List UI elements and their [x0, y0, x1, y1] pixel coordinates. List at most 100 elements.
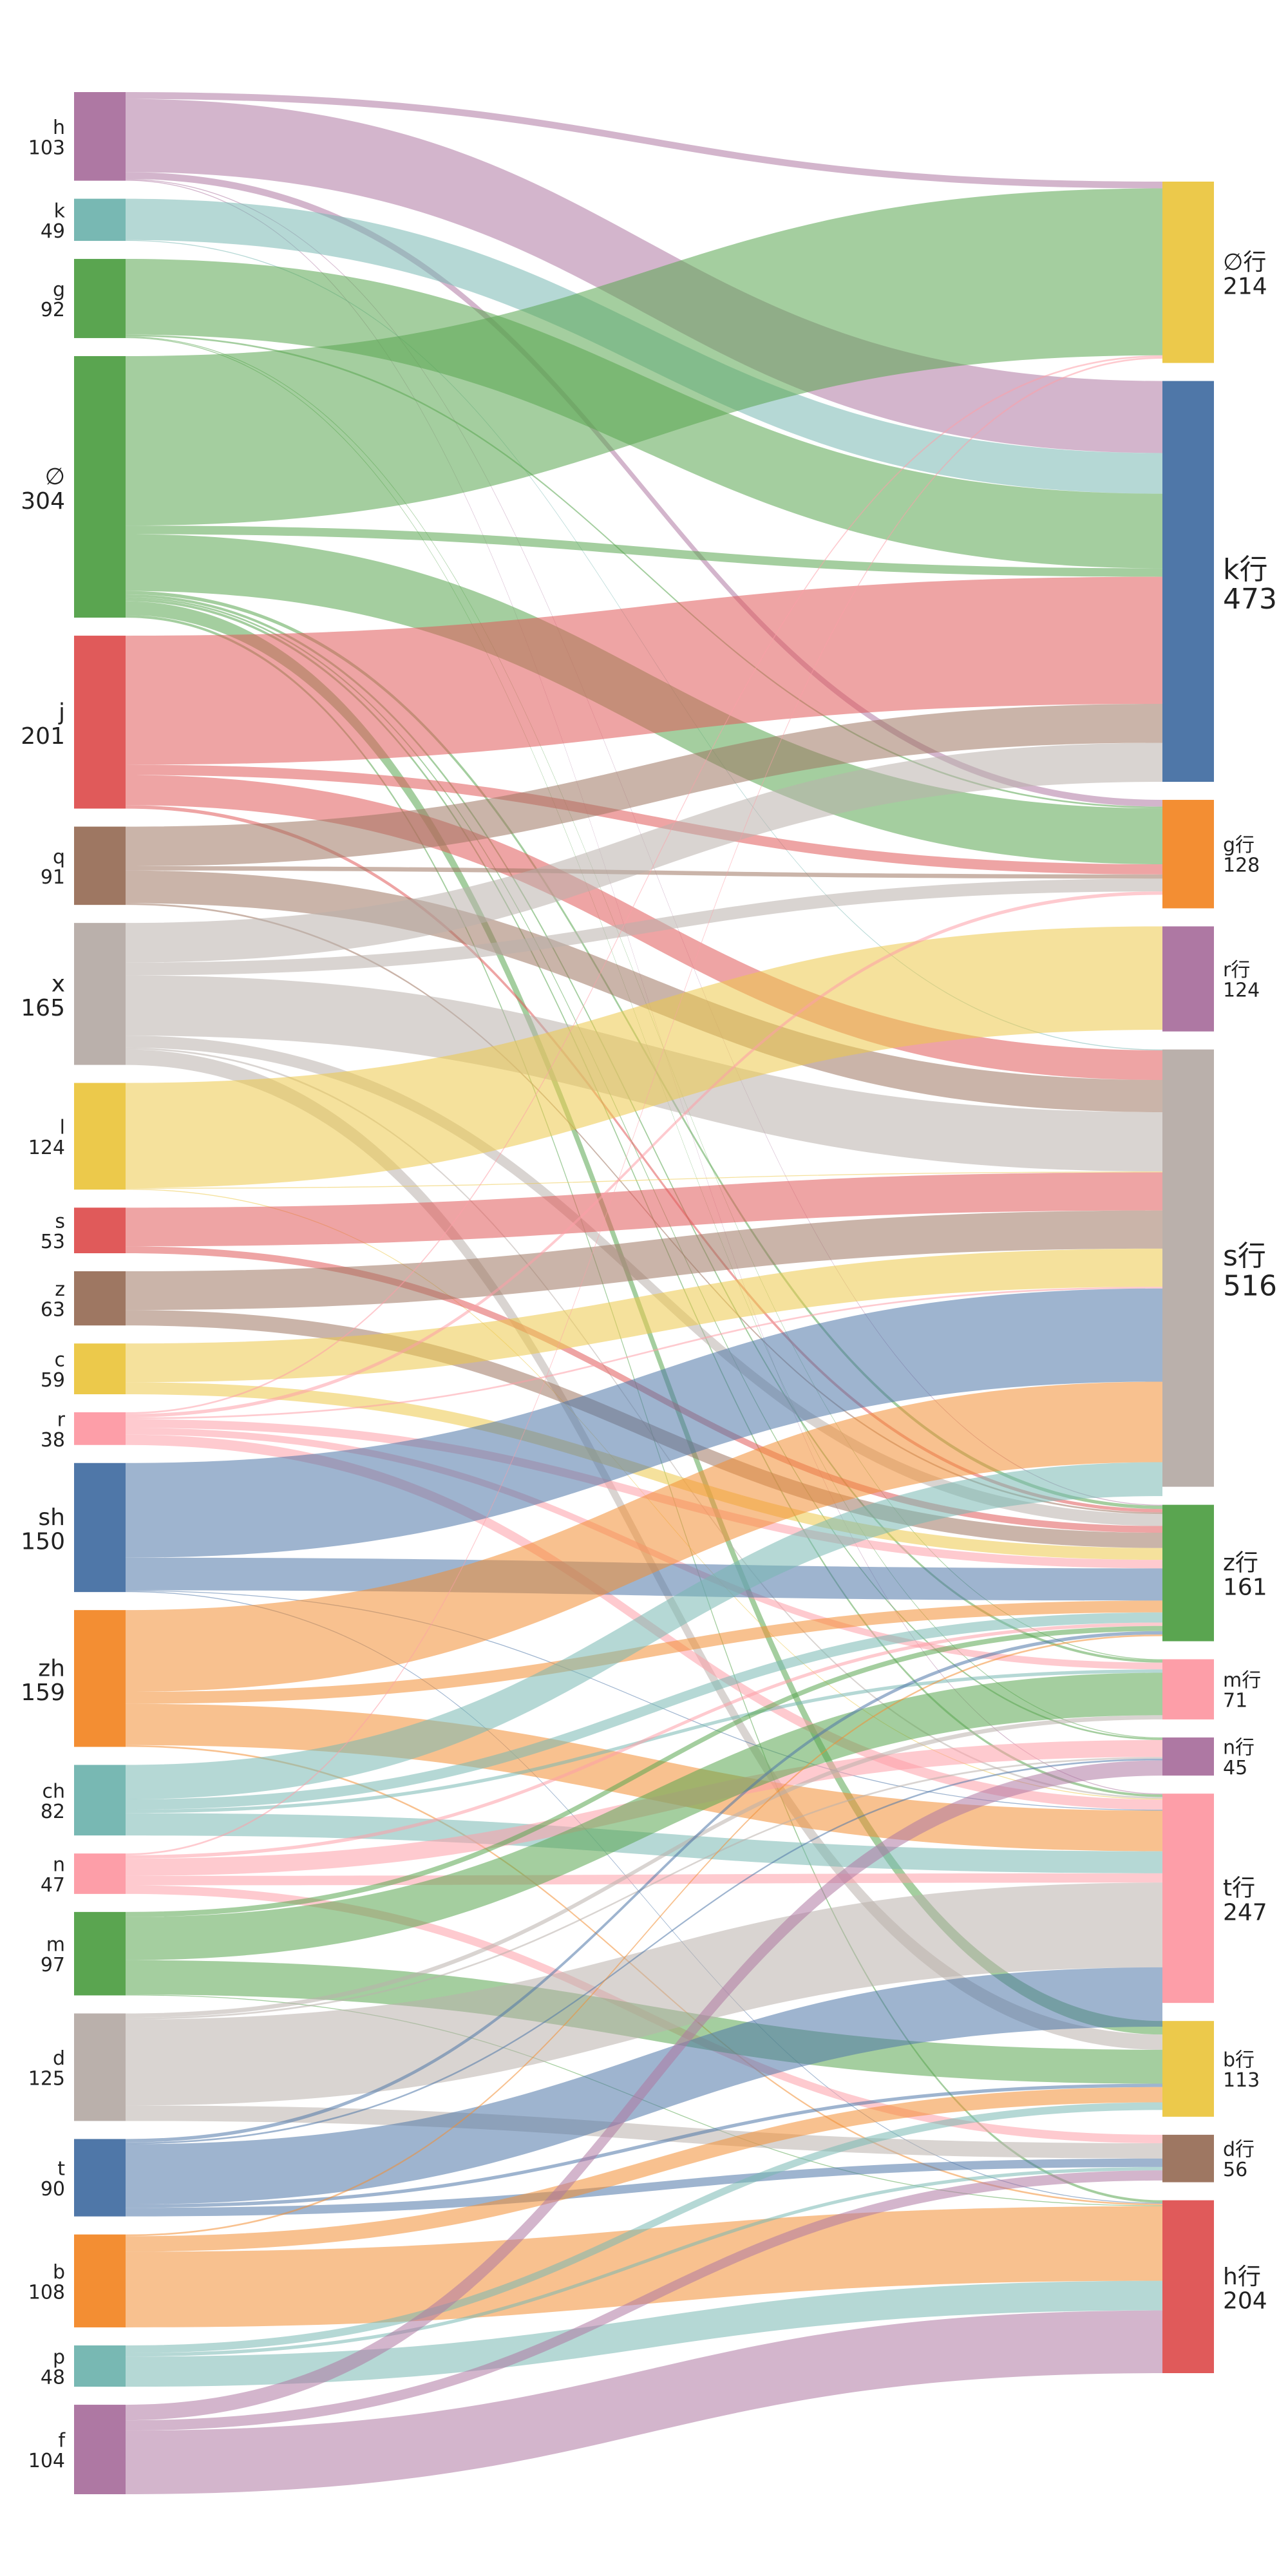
link-f-to-dT — [126, 2170, 1162, 2431]
link-o-to-kT — [126, 526, 1162, 577]
source-label-h: h — [53, 117, 65, 139]
link-sh-to-sT — [126, 1288, 1162, 1558]
link-o-to-mT — [126, 594, 1162, 1663]
target-node-oT — [1162, 182, 1214, 363]
target-node-tT — [1162, 1794, 1214, 2003]
source-value-t: 90 — [41, 2178, 65, 2201]
link-c-to-zT — [126, 1382, 1162, 1560]
link-n-to-zT — [126, 1622, 1162, 1859]
source-value-h: 103 — [28, 137, 65, 159]
source-label-q: q — [53, 846, 65, 868]
link-r-to-oT — [126, 355, 1162, 1414]
link-b-to-zT — [126, 1634, 1162, 2237]
source-value-k: 49 — [41, 220, 65, 243]
target-label-gT: g行 — [1223, 834, 1255, 857]
target-value-bT: 113 — [1223, 2069, 1260, 2092]
link-r-to-sT — [126, 1287, 1162, 1419]
source-label-d: d — [53, 2047, 65, 2070]
target-value-hT: 204 — [1223, 2288, 1267, 2315]
source-node-sh — [74, 1463, 126, 1593]
source-node-n — [74, 1853, 126, 1894]
target-node-gT — [1162, 800, 1214, 909]
link-h-to-oT — [126, 92, 1162, 189]
source-label-t: t — [57, 2158, 65, 2181]
link-h-to-gT — [126, 172, 1162, 807]
nodes-layer — [74, 92, 1214, 2494]
target-value-gT: 128 — [1223, 855, 1260, 877]
source-value-g: 92 — [41, 299, 65, 321]
source-label-l: l — [60, 1116, 65, 1139]
link-q-to-gT — [126, 866, 1162, 879]
source-node-ch — [74, 1765, 126, 1836]
source-label-c: c — [55, 1349, 66, 1372]
link-c-to-sT — [126, 1248, 1162, 1383]
source-value-z: 63 — [41, 1299, 65, 1321]
target-node-mT — [1162, 1659, 1214, 1719]
link-d-to-tT — [126, 1882, 1162, 2106]
target-value-kT: 473 — [1223, 583, 1277, 616]
source-value-j: 201 — [21, 723, 65, 750]
source-label-s: s — [55, 1211, 65, 1233]
source-label-x: x — [52, 971, 65, 997]
source-node-t — [74, 2139, 126, 2217]
link-n-to-oT — [126, 357, 1162, 1855]
link-b-to-bT — [126, 2087, 1162, 2252]
source-node-z — [74, 1271, 126, 1326]
link-m-to-zT — [126, 1625, 1162, 1917]
target-label-rT: r行 — [1223, 959, 1250, 981]
link-o-to-oT — [126, 188, 1162, 526]
source-label-r: r — [57, 1408, 66, 1431]
source-label-n: n — [53, 1853, 65, 1876]
source-node-q — [74, 826, 126, 905]
link-t-to-zT — [126, 1631, 1162, 2143]
link-sh-to-hT — [126, 1591, 1162, 2204]
source-node-g — [74, 259, 126, 338]
link-zh-to-sT — [126, 1381, 1162, 1692]
source-value-n: 47 — [41, 1874, 65, 1897]
source-node-k — [74, 198, 126, 242]
source-value-l: 124 — [28, 1137, 65, 1159]
source-node-h — [74, 92, 126, 181]
source-label-o: ∅ — [45, 464, 65, 490]
link-f-to-hT — [126, 2310, 1162, 2494]
link-t-to-bT — [126, 2083, 1162, 2208]
link-x-to-gT — [126, 878, 1162, 976]
target-label-oT: ∅行 — [1223, 249, 1266, 276]
source-node-x — [74, 923, 126, 1065]
link-x-to-kT — [126, 743, 1162, 963]
target-node-rT — [1162, 926, 1214, 1032]
source-node-zh — [74, 1610, 126, 1747]
source-node-r — [74, 1412, 126, 1445]
target-value-zT: 161 — [1223, 1574, 1267, 1600]
link-t-to-nT — [126, 1758, 1162, 2145]
link-r-to-zT — [126, 1419, 1162, 1569]
link-x-to-zT — [126, 1036, 1162, 1526]
source-label-sh: sh — [38, 1504, 65, 1531]
link-m-to-mT — [126, 1672, 1162, 1960]
target-node-kT — [1162, 381, 1214, 782]
source-value-q: 91 — [41, 866, 65, 889]
target-label-sT: s行 — [1223, 1240, 1266, 1273]
target-value-nT: 45 — [1223, 1757, 1247, 1779]
target-label-mT: m行 — [1223, 1669, 1261, 1692]
source-label-p: p — [53, 2346, 65, 2369]
link-d-to-dT — [126, 2105, 1162, 2159]
link-o-to-nT — [126, 597, 1162, 1740]
source-value-sh: 150 — [21, 1529, 65, 1555]
link-q-to-sT — [126, 870, 1162, 1113]
link-b-to-hT — [126, 2206, 1162, 2327]
link-p-to-bT — [126, 2102, 1162, 2353]
link-j-to-kT — [126, 576, 1162, 765]
source-label-ch: ch — [42, 1780, 65, 1803]
link-ch-to-tT — [126, 1813, 1162, 1873]
link-t-to-dT — [126, 2158, 1162, 2217]
target-node-zT — [1162, 1504, 1214, 1642]
source-node-o — [74, 355, 126, 618]
source-node-s — [74, 1208, 126, 1254]
source-node-l — [74, 1083, 126, 1190]
link-z-to-sT — [126, 1210, 1162, 1311]
target-label-kT: k行 — [1223, 553, 1267, 586]
link-r-to-gT — [126, 891, 1162, 1418]
target-label-hT: h行 — [1223, 2264, 1261, 2290]
